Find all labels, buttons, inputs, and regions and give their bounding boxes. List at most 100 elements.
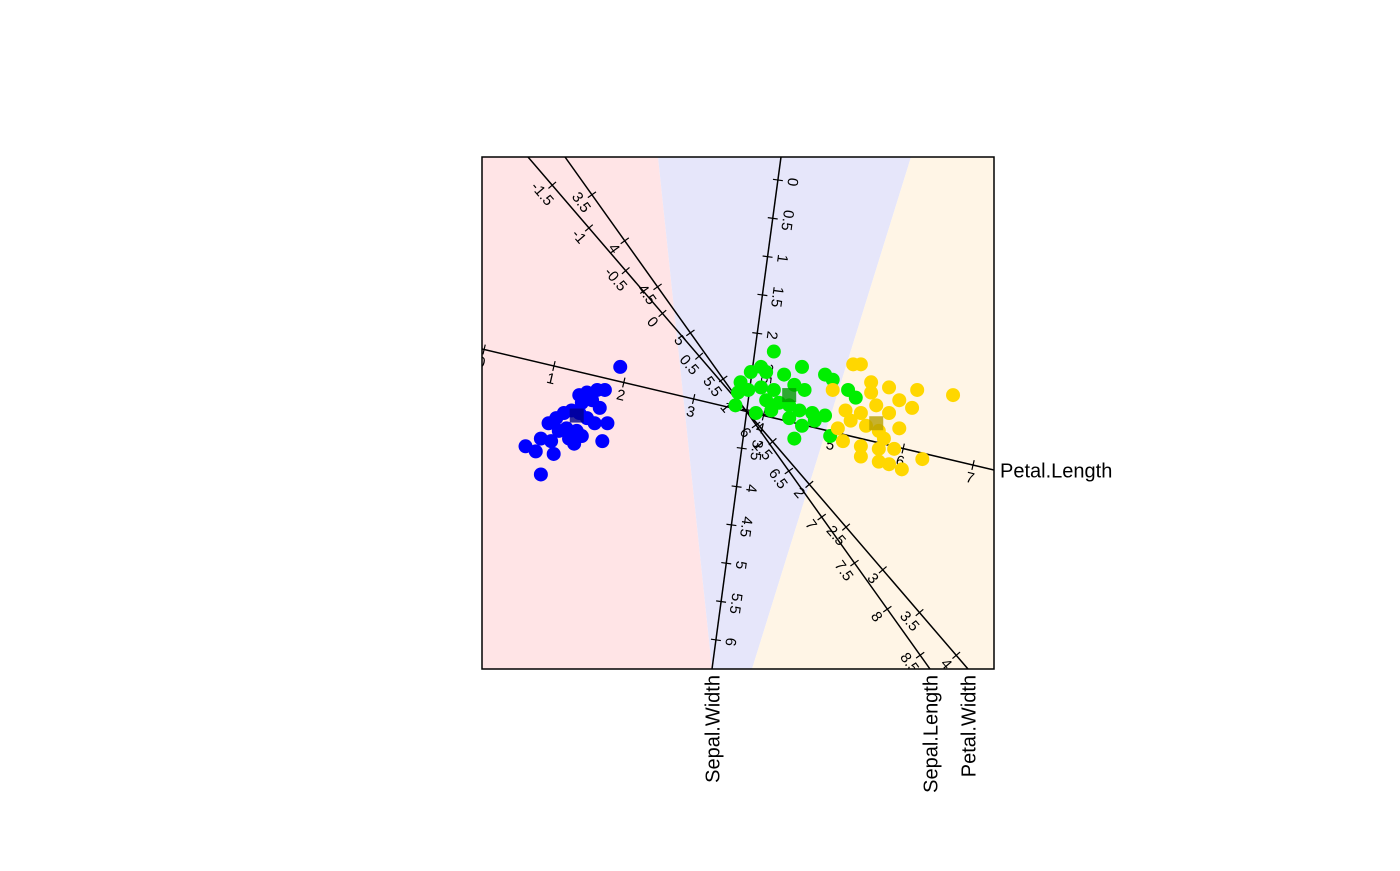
tick-mark: [710, 638, 721, 642]
tick-label: 5.5: [726, 592, 746, 615]
tick-mark: [548, 181, 557, 189]
data-point: [795, 418, 809, 433]
data-point: [876, 431, 891, 446]
tick-mark: [584, 224, 594, 232]
data-point: [894, 462, 909, 477]
tick-mark: [757, 293, 768, 297]
tick-mark: [772, 178, 783, 182]
tick-label: 0: [783, 177, 801, 188]
tick-mark: [731, 485, 742, 488]
data-point: [835, 434, 850, 449]
tick-mark: [691, 394, 696, 405]
tick-label: 1.5: [767, 285, 787, 308]
tick-mark: [721, 561, 732, 565]
points: [518, 344, 961, 482]
tick-mark: [767, 217, 778, 220]
data-point: [869, 398, 884, 413]
data-point: [795, 359, 809, 374]
axis-name: Sepal.Width: [702, 675, 724, 783]
data-point: [541, 416, 556, 431]
data-point: [843, 413, 858, 428]
labels: Petal.Length Sepal.Width Sepal.Length Petal…: [702, 460, 1112, 793]
data-point: [797, 382, 812, 397]
tick-label: 1: [545, 370, 557, 388]
tick-mark: [726, 523, 737, 527]
tick-mark: [653, 283, 662, 291]
tick-label: 5: [732, 560, 750, 571]
data-point: [853, 439, 868, 454]
tick-label: 6: [721, 637, 739, 648]
tick-mark: [621, 266, 630, 275]
tick-mark: [552, 360, 556, 372]
tick-mark: [658, 309, 667, 318]
tick-label: 4: [742, 483, 760, 494]
data-point: [533, 467, 548, 482]
tick-label: 0: [475, 353, 487, 371]
data-point: [587, 416, 602, 431]
data-point: [764, 403, 779, 418]
data-point: [892, 421, 907, 436]
tick-mark: [784, 467, 794, 475]
class-mean: [782, 388, 797, 403]
data-point: [787, 431, 802, 446]
data-point: [848, 390, 863, 405]
region: [752, 157, 994, 669]
data-point: [853, 449, 868, 464]
data-point: [864, 385, 879, 400]
tick-label: 4.5: [736, 515, 756, 538]
data-point: [613, 359, 628, 374]
tick-mark: [716, 600, 727, 603]
data-point: [759, 365, 774, 380]
data-point: [853, 406, 868, 420]
tick-mark: [952, 651, 961, 660]
tick-mark: [736, 446, 747, 450]
tick-mark: [482, 344, 486, 355]
data-point: [743, 365, 758, 380]
tick-mark: [850, 559, 859, 567]
data-point: [766, 382, 781, 397]
data-point: [792, 403, 807, 418]
data-point: [551, 423, 566, 438]
data-point: [731, 385, 745, 400]
class-mean: [869, 416, 884, 431]
data-point: [728, 398, 743, 413]
axis-line: [527, 157, 969, 669]
tick-mark: [620, 237, 630, 245]
tick-label: 3: [685, 403, 697, 421]
data-point: [905, 400, 920, 415]
plot-frame: [481, 156, 995, 670]
data-point: [915, 452, 930, 467]
tick-label: 2: [763, 330, 781, 341]
axis-name: Petal.Length: [1000, 460, 1112, 482]
data-point: [777, 367, 792, 382]
tick-mark: [587, 191, 597, 199]
tick-mark: [971, 460, 975, 471]
axis-name: Petal.Width: [958, 675, 980, 777]
data-point: [600, 416, 615, 431]
data-point: [592, 400, 607, 415]
class-mean: [569, 408, 584, 423]
data-point: [946, 388, 961, 403]
tick-label: 0.5: [777, 209, 797, 232]
data-point: [807, 413, 822, 428]
tick-label: 3.5: [746, 439, 766, 462]
data-point: [892, 393, 907, 408]
tick-mark: [901, 443, 905, 454]
tick-mark: [878, 566, 887, 574]
tick-mark: [805, 480, 814, 489]
tick-mark: [761, 410, 766, 421]
data-point: [528, 444, 543, 459]
tick-label: 7: [964, 469, 976, 487]
tick-mark: [817, 513, 827, 521]
tick-mark: [622, 377, 626, 388]
data-point: [766, 344, 781, 359]
data-point: [887, 441, 902, 456]
tick-mark: [694, 352, 704, 360]
data-point: [546, 446, 561, 461]
data-point: [567, 436, 582, 451]
data-point: [544, 434, 559, 449]
tick-mark: [752, 332, 763, 335]
tick-mark: [915, 651, 925, 659]
tick-label: 2: [615, 386, 627, 404]
